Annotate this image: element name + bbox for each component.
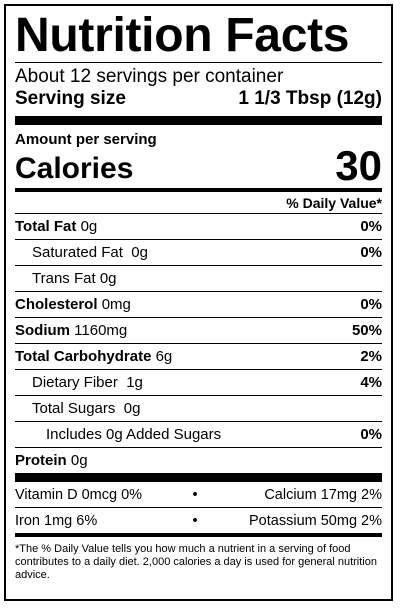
vitamin-row: Iron 1mg 6% • Potassium 50mg 2% (15, 508, 382, 533)
amount-per-serving: Amount per serving (15, 131, 157, 148)
servings-per-container: About 12 servings per container (15, 66, 284, 87)
nutrient-name: Trans Fat (32, 270, 96, 287)
nutrient-name: Includes 0g Added Sugars (46, 426, 222, 443)
nutrient-row-sodium: Sodium 1160mg 50% (15, 317, 382, 343)
nutrient-amount: 0g (80, 218, 98, 235)
nutrient-name: Total Sugars (32, 400, 116, 417)
thick-divider (15, 116, 382, 125)
serving-size-value: 1 1/3 Tbsp (12g) (238, 88, 382, 109)
label-title: Nutrition Facts (15, 9, 350, 62)
nutrient-row-dietary-fiber: Dietary Fiber 1g 4% (15, 369, 382, 395)
vitamin-right: Potassium 50mg 2% (249, 512, 382, 529)
daily-value-footnote: *The % Daily Value tells you how much a … (15, 543, 377, 581)
nutrient-amount: 0g (99, 270, 117, 287)
serving-size-row: Serving size 1 1/3 Tbsp (12g) (15, 88, 382, 110)
nutrient-row-total-sugars: Total Sugars 0g (15, 395, 382, 421)
nutrition-facts-label: Nutrition Facts About 12 servings per co… (4, 4, 393, 601)
nutrient-row-total-carbohydrate: Total Carbohydrate 6g 2% (15, 343, 382, 369)
vitamin-right: Calcium 17mg 2% (264, 486, 382, 503)
nutrient-row-trans-fat: Trans Fat 0g (15, 265, 382, 291)
serving-size-label: Serving size (15, 88, 126, 109)
nutrient-amount: 0g (70, 452, 88, 469)
nutrient-amount: 0mg (101, 296, 131, 313)
divider (15, 62, 382, 63)
nutrient-name: Total Carbohydrate (15, 348, 152, 365)
calories-row: Calories 30 (15, 142, 382, 189)
vitamin-left: Iron 1mg 6% (15, 512, 98, 529)
nutrient-dv: 0% (360, 244, 382, 261)
nutrient-row-total-fat: Total Fat 0g 0% (15, 213, 382, 239)
nutrient-name: Total Fat (15, 218, 77, 235)
nutrient-dv: 0% (360, 426, 382, 443)
nutrient-name: Saturated Fat (32, 244, 123, 261)
daily-value-header: % Daily Value* (286, 195, 382, 211)
calories-value: 30 (335, 142, 382, 189)
nutrient-dv: 50% (351, 322, 382, 339)
nutrient-dv: 0% (360, 296, 382, 313)
nutrient-dv: 2% (360, 348, 382, 365)
label-content: Nutrition Facts About 12 servings per co… (15, 6, 382, 599)
nutrient-amount: 0g (123, 400, 141, 417)
nutrient-row-protein: Protein 0g (15, 447, 382, 473)
nutrient-amount: 6g (155, 348, 173, 365)
nutrient-name: Sodium (15, 322, 70, 339)
nutrient-amount: 1g (126, 374, 143, 391)
nutrient-dv: 4% (360, 374, 382, 391)
nutrient-row-added-sugars: Includes 0g Added Sugars 0% (15, 421, 382, 447)
divider (15, 507, 382, 508)
medium-divider (15, 188, 382, 192)
nutrient-dv: 0% (360, 218, 382, 235)
vitamin-row: Vitamin D 0mcg 0% • Calcium 17mg 2% (15, 482, 382, 507)
calories-label: Calories (15, 152, 134, 185)
nutrient-name: Dietary Fiber (32, 374, 118, 391)
bullet-separator: • (192, 512, 198, 529)
nutrient-row-saturated-fat: Saturated Fat 0g 0% (15, 239, 382, 265)
nutrient-row-cholesterol: Cholesterol 0mg 0% (15, 291, 382, 317)
bullet-separator: • (192, 486, 198, 503)
nutrient-amount: 1160mg (74, 322, 128, 339)
nutrient-amount: 0g (131, 244, 148, 261)
nutrient-name: Protein (15, 452, 67, 469)
medium-divider (15, 533, 382, 537)
thick-divider (15, 473, 382, 482)
vitamin-left: Vitamin D 0mcg 0% (15, 486, 143, 503)
nutrient-name: Cholesterol (15, 296, 98, 313)
